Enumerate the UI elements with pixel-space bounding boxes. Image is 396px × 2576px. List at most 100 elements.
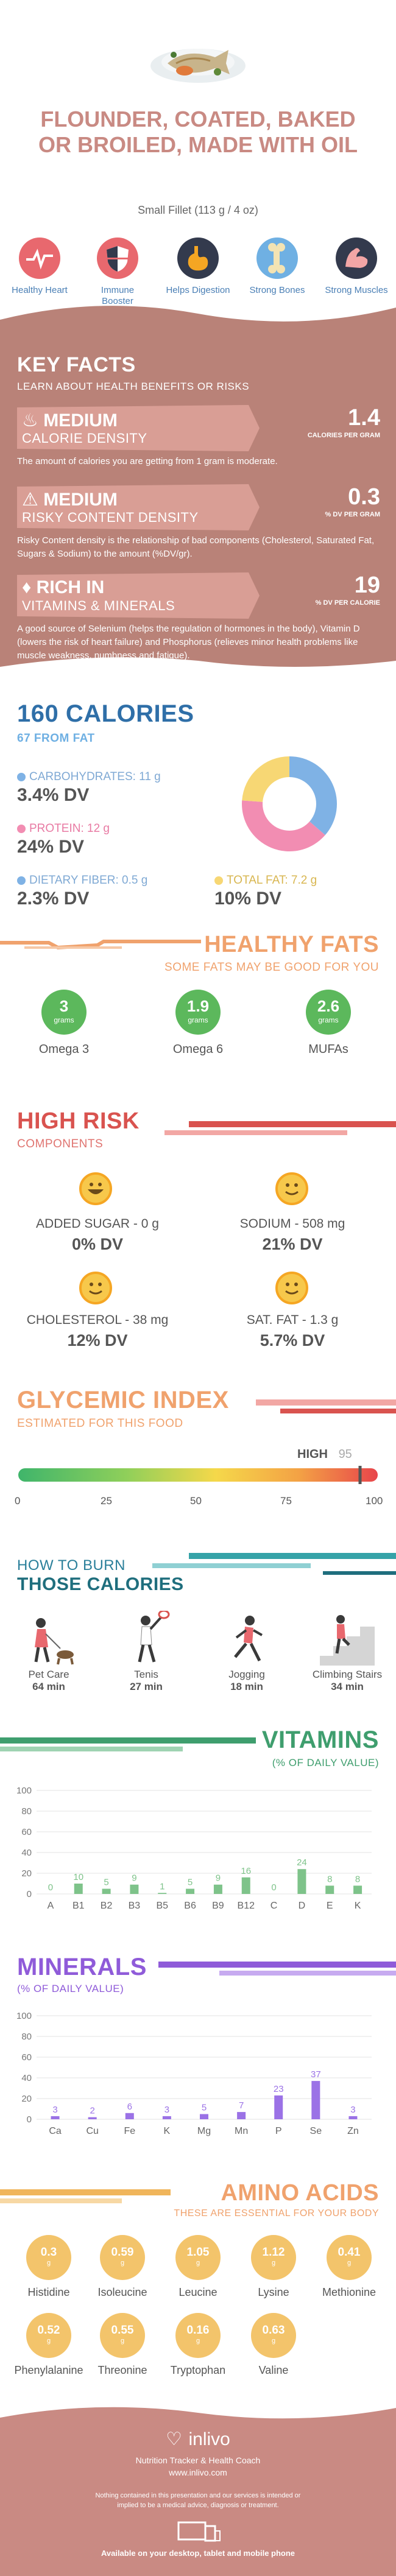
amino-badge: 0.3 g bbox=[26, 2235, 71, 2280]
bar bbox=[348, 2116, 358, 2119]
fat-label: Omega 3 bbox=[38, 1043, 90, 1056]
amino-badge: 0.41 g bbox=[327, 2235, 372, 2280]
bar bbox=[102, 1888, 111, 1894]
y-tick-label: 80 bbox=[21, 2032, 32, 2042]
y-tick-label: 40 bbox=[21, 1848, 32, 1858]
macro-dv: 2.3% DV bbox=[17, 889, 90, 909]
bar bbox=[311, 2081, 320, 2119]
key-fact-unit: % DV PER GRAM bbox=[325, 511, 380, 518]
bar bbox=[130, 1884, 139, 1894]
key-fact-calorie-density: ♨ MEDIUM CALORIE DENSITY 1.4 CALORIES PE… bbox=[17, 405, 380, 468]
key-facts-subtitle: LEARN ABOUT HEALTH BENEFITS OR RISKS bbox=[17, 381, 250, 392]
y-tick-label: 60 bbox=[21, 2052, 32, 2063]
devices-icon bbox=[177, 2521, 221, 2542]
shield-icon bbox=[97, 238, 138, 279]
vitamins-bar-chart: 0 20 40 60 80 100 0 A 10 B1 5 B2 9 B3 1 B5 5 B6 9 B9 16 B12 0 C… bbox=[16, 1786, 372, 1911]
amino-badge: 0.59 g bbox=[100, 2235, 145, 2280]
key-fact-value: 0.3 bbox=[348, 484, 380, 510]
amino-badge: 1.05 g bbox=[175, 2235, 221, 2280]
x-tick-label: B1 bbox=[72, 1901, 85, 1911]
bar bbox=[353, 1885, 362, 1894]
benefit-label: Strong Muscles bbox=[325, 285, 388, 295]
footer-available: Available on your desktop, tablet and mo… bbox=[101, 2549, 295, 2558]
key-fact-desc: Risky Content density is the relationshi… bbox=[17, 535, 375, 559]
risk-dv: 12% DV bbox=[67, 1331, 128, 1350]
burn-pet-care: Pet Care 64 min bbox=[9, 1611, 88, 1693]
macro-label: PROTEIN: 12 g bbox=[29, 822, 110, 835]
burn-time: 64 min bbox=[32, 1681, 65, 1692]
muscle-icon bbox=[336, 238, 377, 279]
risk-label: CHOLESTEROL - 38 mg bbox=[26, 1313, 169, 1327]
amino-label: Valine bbox=[258, 2364, 289, 2376]
macro-label: TOTAL FAT: 7.2 g bbox=[227, 874, 317, 887]
vitamins-subtitle: (% OF DAILY VALUE) bbox=[272, 1757, 379, 1768]
minerals-title: MINERALS bbox=[17, 1954, 147, 1980]
key-fact-desc: The amount of calories you are getting f… bbox=[17, 456, 278, 466]
x-tick-label: D bbox=[299, 1901, 306, 1911]
happy-face-icon bbox=[79, 1272, 112, 1304]
risk-label: ADDED SUGAR - 0 g bbox=[36, 1217, 159, 1231]
bar-value-label: 0 bbox=[48, 1882, 53, 1893]
bar-value-label: 5 bbox=[202, 2103, 207, 2113]
macro-donut-chart bbox=[242, 756, 337, 851]
calories-subtitle: 67 FROM FAT bbox=[17, 732, 95, 745]
glycemic-title: GLYCEMIC INDEX bbox=[17, 1387, 229, 1413]
key-fact-vitamins-minerals: ♦ RICH IN VITAMINS & MINERALS 19 % DV PE… bbox=[17, 572, 380, 663]
divider-stripes bbox=[158, 1962, 396, 1976]
glycemic-subtitle: ESTIMATED FOR THIS FOOD bbox=[17, 1417, 183, 1430]
y-tick-label: 20 bbox=[21, 1868, 32, 1879]
happy-face-icon bbox=[275, 1172, 308, 1205]
benefit-helps-digestion: Helps Digestion bbox=[164, 238, 232, 296]
fat-label: Omega 6 bbox=[172, 1043, 224, 1056]
bar bbox=[88, 2117, 97, 2119]
x-tick-label: B6 bbox=[184, 1901, 196, 1911]
benefit-label: Helps Digestion bbox=[166, 285, 230, 295]
x-tick-label: E bbox=[327, 1901, 333, 1911]
bar-value-label: 3 bbox=[52, 2105, 57, 2115]
bar-value-label: 24 bbox=[297, 1857, 307, 1868]
serving-size: Small Fillet (113 g / 4 oz) bbox=[138, 204, 258, 216]
amino-label: Histidine bbox=[27, 2286, 70, 2298]
divider-stripes bbox=[0, 2189, 171, 2203]
key-fact-level: MEDIUM bbox=[43, 410, 118, 431]
divider-stripes bbox=[256, 1399, 396, 1413]
healthy-fats-section: HEALTHY FATS SOME FATS MAY BE GOOD FOR Y… bbox=[0, 926, 396, 1072]
tennis-player-icon bbox=[138, 1610, 170, 1663]
stairs-climber-icon bbox=[320, 1615, 375, 1666]
bar-value-label: 8 bbox=[327, 1874, 332, 1884]
bar bbox=[274, 2095, 283, 2119]
amino-subtitle: THESE ARE ESSENTIAL FOR YOUR BODY bbox=[174, 2208, 379, 2219]
burn-label: Climbing Stairs bbox=[312, 1669, 383, 1680]
footer-url[interactable]: www.inlivo.com bbox=[169, 2468, 227, 2477]
tick-label: 0 bbox=[15, 1495, 21, 1507]
bar bbox=[241, 1877, 250, 1894]
tick-label: 100 bbox=[366, 1495, 383, 1507]
amino-label: Lysine bbox=[258, 2286, 289, 2298]
bar-value-label: 9 bbox=[132, 1873, 136, 1884]
amino-badge: 0.16 g bbox=[175, 2313, 221, 2358]
risk-label: SODIUM - 508 mg bbox=[239, 1217, 345, 1231]
burn-label: Jogging bbox=[228, 1669, 265, 1680]
fat-circle-omega3: 3 grams bbox=[41, 990, 87, 1035]
bar-value-label: 7 bbox=[239, 2100, 244, 2111]
burn-section: HOW TO BURN THOSE CALORIES Pet Care 64 m… bbox=[0, 1538, 396, 1708]
calories-title: 160 CALORIES bbox=[17, 700, 194, 727]
healthy-fats-title: HEALTHY FATS bbox=[204, 932, 379, 957]
divider-stripes bbox=[152, 1553, 396, 1575]
key-fact-desc: A good source of Selenium (helps the reg… bbox=[17, 624, 360, 661]
macro-label: DIETARY FIBER: 0.5 g bbox=[29, 874, 148, 887]
amino-label: Phenylalanine bbox=[14, 2364, 83, 2376]
amino-acids-section: AMINO ACIDS THESE ARE ESSENTIAL FOR YOUR… bbox=[0, 2174, 396, 2381]
footer: ♡ inlivo Nutrition Tracker & Health Coac… bbox=[0, 2399, 396, 2576]
macro-dv: 24% DV bbox=[17, 837, 85, 857]
diamond-icon: ♦ bbox=[22, 577, 32, 597]
healthy-fats-subtitle: SOME FATS MAY BE GOOD FOR YOU bbox=[164, 961, 379, 974]
burn-jogging: Jogging 18 min bbox=[207, 1611, 286, 1693]
bar bbox=[74, 1884, 83, 1894]
glycemic-section: GLYCEMIC INDEX ESTIMATED FOR THIS FOOD H… bbox=[0, 1379, 396, 1519]
high-risk-title: HIGH RISK bbox=[17, 1108, 140, 1134]
key-fact-label: VITAMINS & MINERALS bbox=[22, 598, 175, 613]
happy-face-icon bbox=[275, 1272, 308, 1304]
bar bbox=[297, 1869, 306, 1894]
macro-carbohydrates: CARBOHYDRATES: 11 g 3.4% DV bbox=[17, 770, 200, 806]
